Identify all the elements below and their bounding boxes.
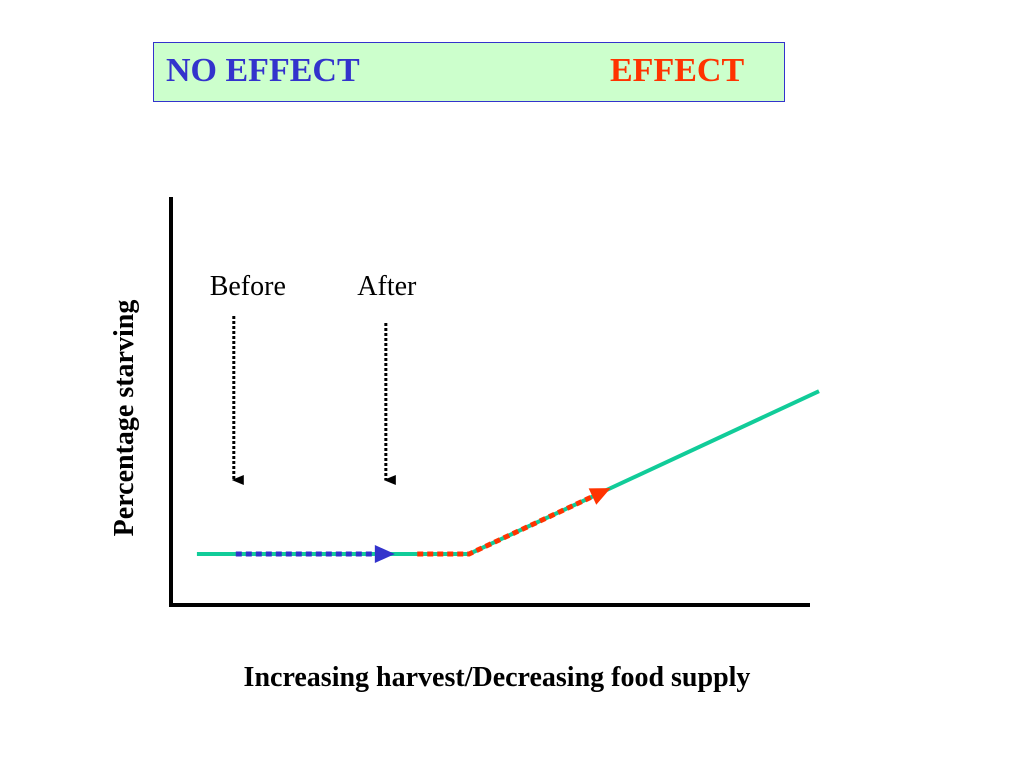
legend-box: NO EFFECT EFFECT — [153, 42, 785, 102]
legend-effect-label: EFFECT — [610, 52, 745, 89]
effect-segment — [417, 488, 607, 557]
after-annotation: After — [357, 271, 417, 302]
no-effect-arrowhead — [374, 545, 395, 563]
x-axis-label: Increasing harvest/Decreasing food suppl… — [244, 662, 751, 693]
legend-no-effect-label: NO EFFECT — [166, 52, 360, 89]
before-annotation: Before — [210, 271, 286, 302]
response-curve — [196, 389, 820, 556]
effect-arrowhead — [588, 488, 611, 505]
y-axis-label: Percentage starving — [109, 300, 140, 537]
